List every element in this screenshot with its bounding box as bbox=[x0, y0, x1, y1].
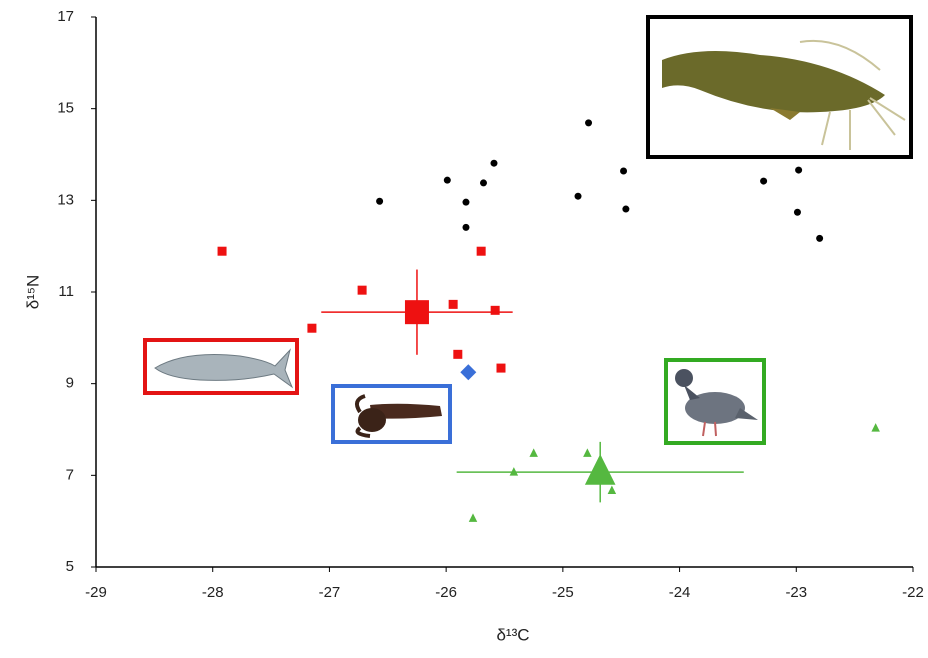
point bbox=[496, 363, 506, 373]
y-tick-label: 5 bbox=[66, 558, 74, 575]
point bbox=[574, 192, 582, 200]
x-axis-label: δ¹³C bbox=[496, 625, 529, 644]
y-tick-label: 7 bbox=[66, 466, 74, 483]
point bbox=[357, 285, 367, 295]
point bbox=[607, 485, 617, 494]
point bbox=[583, 448, 592, 457]
point bbox=[479, 179, 487, 187]
x-tick-label: -28 bbox=[202, 584, 224, 601]
point bbox=[795, 166, 803, 174]
point bbox=[462, 198, 470, 206]
y-tick-label: 13 bbox=[57, 191, 74, 208]
x-tick-label: -24 bbox=[669, 584, 691, 601]
point bbox=[622, 205, 630, 213]
y-tick-label: 11 bbox=[58, 283, 74, 300]
point bbox=[307, 323, 317, 333]
point bbox=[448, 299, 458, 309]
y-tick-label: 17 bbox=[57, 8, 74, 25]
point bbox=[585, 119, 593, 127]
point bbox=[217, 246, 227, 256]
y-tick-label: 9 bbox=[66, 375, 74, 392]
catfish-image bbox=[646, 15, 913, 159]
pigeon-image bbox=[664, 358, 766, 445]
point bbox=[468, 513, 478, 522]
point bbox=[490, 159, 498, 167]
point bbox=[529, 448, 538, 457]
point bbox=[871, 423, 880, 432]
y-axis-label: δ¹⁵N bbox=[23, 275, 42, 309]
x-tick-label: -25 bbox=[552, 584, 574, 601]
point bbox=[490, 305, 500, 315]
point bbox=[476, 246, 486, 256]
x-tick-label: -23 bbox=[785, 584, 807, 601]
point bbox=[462, 223, 470, 231]
point bbox=[376, 197, 384, 205]
y-tick-label: 15 bbox=[57, 100, 74, 117]
plot-area bbox=[217, 119, 880, 522]
point bbox=[584, 454, 616, 485]
point bbox=[460, 364, 477, 381]
point bbox=[404, 300, 429, 325]
x-tick-label: -27 bbox=[319, 584, 341, 601]
x-tick-label: -29 bbox=[85, 584, 107, 601]
point bbox=[816, 234, 824, 242]
point bbox=[453, 349, 463, 359]
point bbox=[793, 208, 801, 216]
x-tick-label: -22 bbox=[902, 584, 924, 601]
roach-image bbox=[143, 338, 299, 395]
point bbox=[760, 177, 768, 185]
point bbox=[620, 167, 628, 175]
crayfish-image bbox=[331, 384, 452, 444]
point bbox=[443, 176, 451, 184]
x-tick-label: -26 bbox=[435, 584, 457, 601]
